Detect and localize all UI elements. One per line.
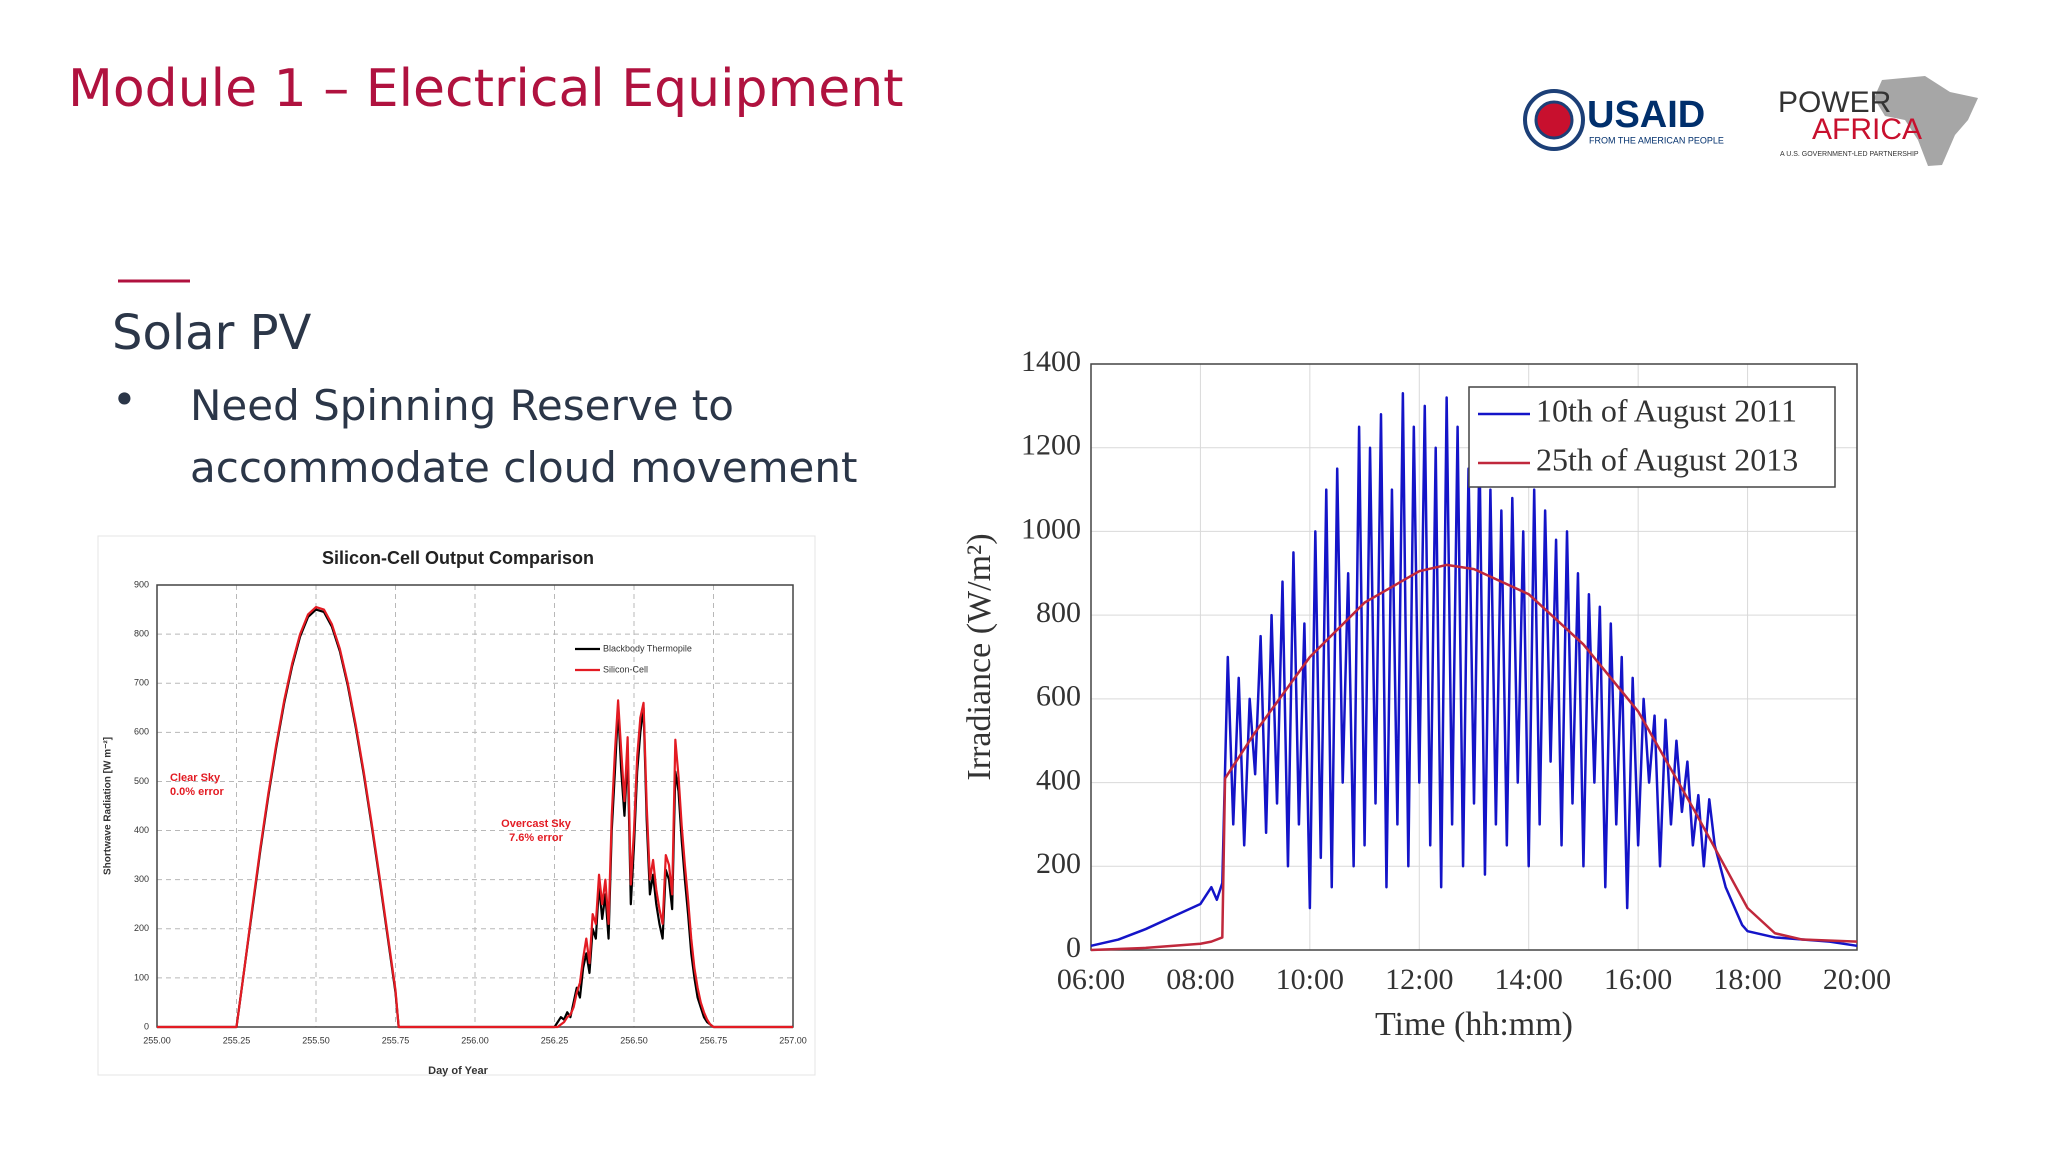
chart-title: Silicon-Cell Output Comparison bbox=[322, 548, 594, 568]
x-tick-label: 10:00 bbox=[1276, 963, 1344, 996]
x-tick-label: 255.50 bbox=[302, 1035, 330, 1045]
x-tick-label: 08:00 bbox=[1166, 963, 1234, 996]
bullet-marker: • bbox=[112, 375, 137, 424]
y-tick-label: 200 bbox=[1036, 847, 1081, 880]
y-tick-label: 600 bbox=[134, 727, 149, 737]
x-tick-label: 18:00 bbox=[1713, 963, 1781, 996]
legend-label: Silicon-Cell bbox=[603, 664, 648, 674]
y-tick-label: 800 bbox=[134, 628, 149, 638]
y-tick-label: 900 bbox=[134, 579, 149, 589]
usaid-logo: USAID bbox=[1587, 94, 1705, 136]
x-tick-label: 255.25 bbox=[223, 1035, 251, 1045]
series-line bbox=[1090, 563, 1858, 952]
power-africa-tagline: A U.S. GOVERNMENT-LED PARTNERSHIP bbox=[1780, 151, 1919, 158]
bullet-text: Need Spinning Reserve to accommodate clo… bbox=[190, 381, 858, 492]
y-axis-title: Shortwave Radiation [W m⁻²] bbox=[103, 737, 114, 875]
x-tick-label: 256.25 bbox=[541, 1035, 569, 1045]
section-heading: Solar PV bbox=[112, 305, 312, 361]
legend-box bbox=[1468, 386, 1836, 488]
y-tick-label: 200 bbox=[134, 923, 149, 933]
annotation: 0.0% error bbox=[170, 786, 225, 798]
legend-label: 25th of August 2013 bbox=[1536, 441, 1798, 477]
y-tick-label: 1200 bbox=[1021, 429, 1081, 462]
power-logo: POWER bbox=[1778, 86, 1891, 119]
usaid-tagline: FROM THE AMERICAN PEOPLE bbox=[1589, 135, 1724, 145]
x-tick-label: 255.00 bbox=[143, 1035, 171, 1045]
y-tick-label: 300 bbox=[134, 874, 149, 884]
x-tick-label: 256.75 bbox=[700, 1035, 728, 1045]
annotation: Overcast Sky bbox=[501, 818, 572, 830]
slide-title: Module 1 – Electrical Equipment bbox=[68, 59, 904, 119]
series-line bbox=[1090, 392, 1858, 948]
legend-label: Blackbody Thermopile bbox=[603, 643, 692, 653]
y-tick-label: 500 bbox=[134, 776, 149, 786]
y-tick-label: 400 bbox=[1036, 763, 1081, 796]
y-tick-label: 700 bbox=[134, 678, 149, 688]
x-tick-label: 255.75 bbox=[382, 1035, 410, 1045]
usaid-seal-inner bbox=[1534, 100, 1574, 140]
y-tick-label: 400 bbox=[134, 825, 149, 835]
x-tick-label: 14:00 bbox=[1495, 963, 1563, 996]
x-tick-label: 256.00 bbox=[461, 1035, 489, 1045]
legend-label: 10th of August 2011 bbox=[1536, 392, 1797, 428]
x-axis-title: Day of Year bbox=[428, 1065, 488, 1077]
africa-shape bbox=[1874, 76, 1978, 166]
y-tick-label: 0 bbox=[1066, 931, 1081, 964]
x-axis-title: Time (hh:mm) bbox=[1375, 1006, 1573, 1043]
x-tick-label: 256.50 bbox=[620, 1035, 648, 1045]
y-tick-label: 0 bbox=[144, 1021, 149, 1031]
x-tick-label: 257.00 bbox=[779, 1035, 807, 1045]
plot-frame bbox=[1090, 363, 1858, 951]
y-tick-label: 100 bbox=[134, 972, 149, 982]
annotation: Clear Sky bbox=[170, 772, 221, 784]
y-tick-label: 1000 bbox=[1021, 512, 1081, 545]
x-tick-label: 20:00 bbox=[1823, 963, 1891, 996]
x-tick-label: 16:00 bbox=[1604, 963, 1672, 996]
annotation: 7.6% error bbox=[509, 832, 564, 844]
y-axis-title: Irradiance (W/m²) bbox=[961, 533, 998, 780]
y-tick-label: 800 bbox=[1036, 596, 1081, 629]
series-line bbox=[157, 606, 793, 1029]
y-tick-label: 1400 bbox=[1021, 345, 1081, 378]
x-tick-label: 06:00 bbox=[1057, 963, 1125, 996]
y-tick-label: 600 bbox=[1036, 680, 1081, 713]
x-tick-label: 12:00 bbox=[1385, 963, 1453, 996]
africa-logo: AFRICA bbox=[1812, 113, 1922, 146]
